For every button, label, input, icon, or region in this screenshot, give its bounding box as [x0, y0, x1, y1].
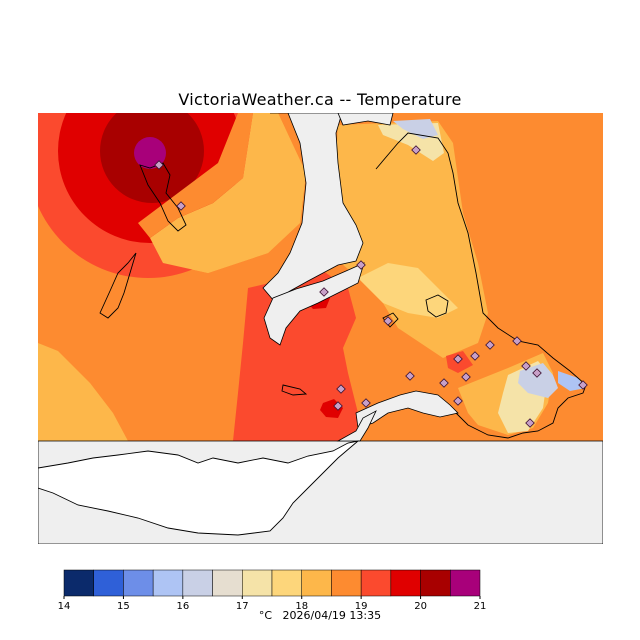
- contour-band-20-central: [233, 271, 358, 441]
- land-southwest-white: [38, 440, 360, 536]
- station-marker[interactable]: [532, 368, 542, 378]
- island-west: [99, 252, 137, 319]
- legend-swatch: [242, 569, 273, 597]
- station-marker[interactable]: [405, 371, 415, 381]
- legend-swatch: [152, 569, 184, 597]
- station-marker[interactable]: [521, 361, 531, 371]
- legend-tick-label: 20: [414, 601, 427, 610]
- legend-tick-label: 15: [117, 601, 130, 610]
- contour-band-19-north-strip: [138, 113, 253, 238]
- unit-label: °C: [258, 609, 273, 622]
- coast-east: [375, 132, 587, 439]
- contour-band-15-southeast: [558, 371, 586, 391]
- legend-swatch: [450, 569, 481, 597]
- contour-band-18-north-overlay: [150, 113, 306, 273]
- station-marker[interactable]: [485, 340, 495, 350]
- station-marker[interactable]: [470, 351, 480, 361]
- lake-a: [425, 294, 449, 318]
- station-marker[interactable]: [154, 160, 164, 170]
- legend-tick-label: 19: [355, 601, 368, 610]
- legend-swatch: [390, 569, 421, 597]
- station-marker[interactable]: [439, 378, 449, 388]
- station-marker[interactable]: [356, 260, 366, 270]
- station-marker[interactable]: [383, 316, 393, 326]
- station-marker[interactable]: [453, 396, 463, 406]
- station-marker[interactable]: [336, 384, 346, 394]
- channel-south: [336, 410, 377, 442]
- inlet-arm: [263, 262, 365, 346]
- contour-band-17-east: [358, 263, 458, 318]
- inlet-north: [262, 113, 364, 302]
- contour-band-16-southeast: [518, 363, 558, 398]
- temperature-map: [38, 113, 603, 544]
- station-marker[interactable]: [333, 401, 343, 411]
- contour-band-16-northeast: [393, 119, 438, 139]
- contour-band-18-east: [333, 121, 488, 358]
- legend-swatch: [212, 569, 243, 597]
- color-legend: 14 15 16 17 18 19 20 21: [0, 560, 640, 640]
- station-marker[interactable]: [361, 398, 371, 408]
- map-title: VictoriaWeather.ca -- Temperature: [178, 90, 462, 109]
- island-small: [281, 384, 308, 396]
- station-marker[interactable]: [512, 336, 522, 346]
- legend-swatch: [420, 569, 451, 597]
- station-marker[interactable]: [525, 418, 535, 428]
- legend-swatch: [360, 569, 392, 597]
- legend-tick-label: 18: [295, 601, 308, 610]
- water-northeast: [337, 113, 394, 126]
- legend-swatch: [271, 569, 302, 597]
- timestamp: 2026/04/19 13:35: [282, 609, 382, 622]
- timestamp-line: °C 2026/04/19 13:35: [0, 609, 640, 622]
- contour-band-18-west: [38, 343, 128, 441]
- legend-tick-label: 16: [176, 601, 189, 610]
- station-marker[interactable]: [319, 287, 329, 297]
- station-marker[interactable]: [461, 372, 471, 382]
- legend-swatch: [182, 569, 213, 597]
- legend-tick-label: 14: [58, 601, 71, 610]
- bay-east: [355, 390, 459, 429]
- station-markers: [154, 145, 588, 428]
- legend-tick-label: 21: [474, 601, 487, 610]
- station-marker[interactable]: [453, 354, 463, 364]
- legend-swatch: [331, 569, 362, 597]
- legend-swatch: [123, 569, 154, 597]
- legend-swatch: [63, 569, 94, 597]
- station-marker[interactable]: [411, 145, 421, 155]
- station-marker[interactable]: [578, 380, 588, 390]
- legend-swatch: [301, 569, 332, 597]
- legend-swatch: [93, 569, 124, 597]
- station-marker[interactable]: [176, 201, 186, 211]
- legend-tick-label: 17: [236, 601, 249, 610]
- contour-band-23-nw: [134, 137, 166, 169]
